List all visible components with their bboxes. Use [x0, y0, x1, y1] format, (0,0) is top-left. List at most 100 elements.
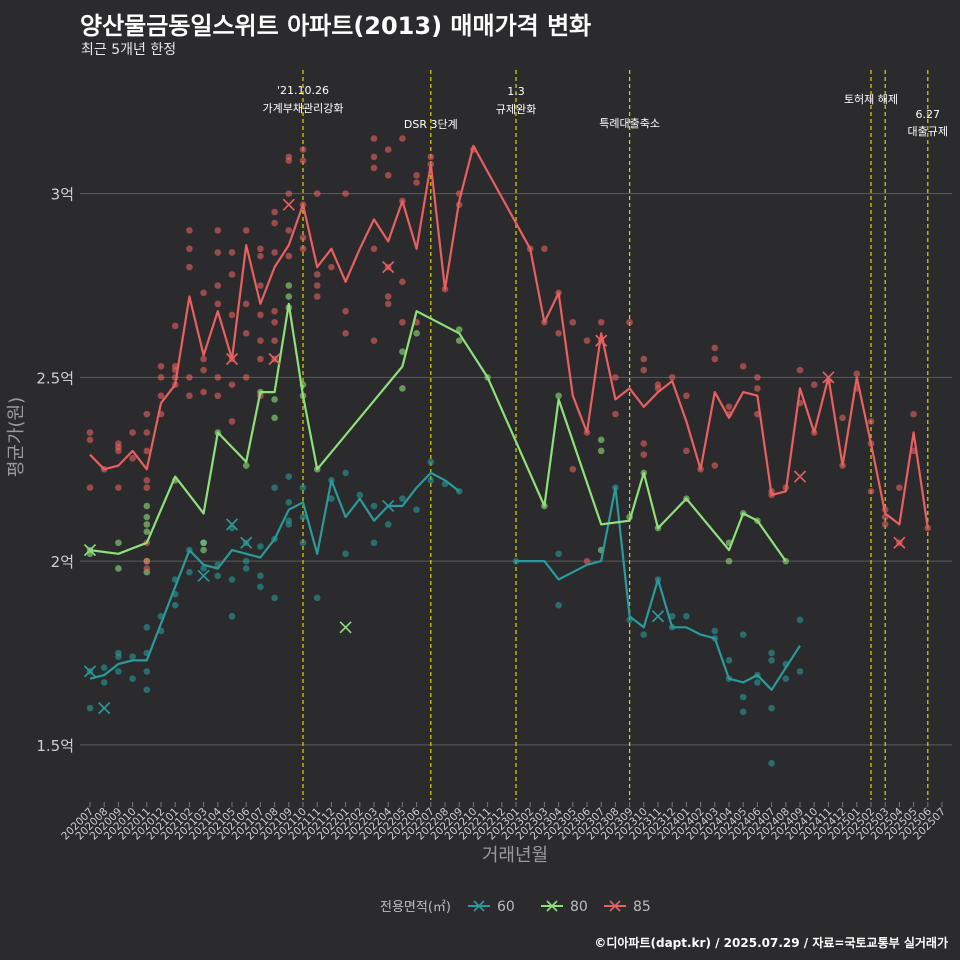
- data-point-60: [100, 679, 108, 686]
- data-point-60: [143, 668, 151, 675]
- data-point-85: [597, 318, 605, 326]
- data-point-85: [626, 318, 633, 326]
- cancel-marker-80: [339, 621, 352, 634]
- data-point-85: [569, 318, 577, 326]
- legend-key-marker: [473, 900, 485, 912]
- y-axis: 1.5억 2억 2.5억 3억: [36, 186, 74, 755]
- data-point-80: [725, 557, 733, 565]
- data-point-85: [115, 440, 122, 447]
- chart-title: 양산물금동일스위트 아파트(2013) 매매가격 변화: [80, 12, 592, 40]
- data-point-85: [754, 385, 761, 392]
- data-point-80: [413, 329, 420, 337]
- data-point-85: [186, 227, 193, 234]
- legend-label: 60: [497, 899, 515, 915]
- data-point-85: [143, 557, 151, 565]
- data-point-85: [399, 278, 406, 286]
- data-point-60: [285, 517, 293, 524]
- data-point-85: [257, 311, 264, 319]
- data-point-80: [143, 521, 151, 528]
- data-point-60: [285, 499, 293, 506]
- data-point-85: [228, 418, 236, 425]
- data-point-80: [271, 396, 278, 403]
- data-point-85: [640, 440, 648, 447]
- data-point-85: [370, 164, 378, 172]
- data-point-80: [399, 348, 406, 355]
- data-point-85: [200, 289, 207, 297]
- data-point-60: [384, 521, 392, 528]
- x-axis: 2020072020082020092020102020112020122021…: [59, 802, 948, 842]
- data-point-85: [370, 337, 378, 344]
- annotation-text: 6.27: [916, 108, 941, 121]
- data-point-60: [356, 491, 364, 499]
- data-point-85: [214, 249, 222, 256]
- data-point-85: [228, 271, 236, 278]
- chart-subtitle: 최근 5개년 한정: [81, 42, 177, 58]
- cancel-marker-85: [595, 334, 608, 347]
- data-point-60: [200, 565, 207, 572]
- data-point-60: [768, 649, 775, 657]
- legend-label: 80: [570, 899, 588, 915]
- data-point-85: [200, 355, 207, 363]
- data-point-85: [370, 245, 378, 253]
- policy-lines: [302, 70, 929, 800]
- cancel-marker-85: [282, 198, 295, 211]
- data-point-60: [299, 513, 307, 521]
- legend-title: 전용면적(㎡): [380, 900, 451, 915]
- data-point-80: [455, 337, 463, 344]
- data-point-85: [271, 318, 278, 326]
- cancelled-markers: [83, 198, 906, 715]
- data-point-60: [242, 565, 250, 572]
- data-point-80: [285, 282, 293, 289]
- data-point-60: [739, 631, 747, 638]
- data-point-60: [413, 506, 420, 513]
- data-point-85: [683, 392, 690, 400]
- data-point-80: [200, 539, 207, 547]
- cancel-marker-60: [83, 665, 97, 678]
- data-point-60: [228, 612, 236, 620]
- data-point-85: [583, 337, 591, 344]
- data-point-60: [768, 759, 775, 767]
- data-point-85: [271, 249, 278, 256]
- data-point-85: [186, 392, 193, 400]
- data-point-85: [271, 307, 278, 315]
- y-tick-label: 3억: [51, 186, 74, 204]
- data-point-85: [640, 366, 648, 374]
- data-point-60: [370, 502, 378, 510]
- data-point-80: [271, 414, 278, 422]
- data-point-60: [86, 704, 94, 712]
- series-line-60: [516, 486, 801, 691]
- cancel-marker-85: [822, 371, 835, 384]
- data-point-85: [370, 153, 378, 161]
- data-point-85: [640, 451, 648, 458]
- data-point-60: [739, 708, 747, 716]
- data-point-60: [739, 693, 747, 701]
- data-point-85: [86, 436, 94, 444]
- data-point-85: [725, 403, 733, 411]
- legend-key-marker: [546, 900, 558, 912]
- data-point-85: [555, 329, 562, 337]
- data-point-85: [342, 307, 349, 315]
- data-point-80: [285, 293, 293, 300]
- data-point-85: [143, 565, 151, 572]
- data-point-85: [384, 171, 392, 179]
- annotation-text: 가계부채관리강화: [263, 102, 344, 115]
- series-lines: [89, 144, 929, 691]
- x-axis-label: 거래년월: [482, 845, 548, 866]
- data-point-85: [285, 252, 293, 260]
- data-point-60: [242, 557, 250, 565]
- data-point-85: [186, 263, 193, 271]
- data-point-85: [313, 271, 321, 278]
- data-point-85: [228, 249, 236, 256]
- data-point-85: [711, 344, 719, 352]
- data-point-85: [271, 208, 278, 216]
- annotation-text: '21.10.26: [277, 84, 329, 97]
- cancel-marker-85: [268, 352, 281, 366]
- data-point-60: [427, 476, 435, 484]
- cancel-marker-60: [240, 536, 253, 549]
- y-tick-label: 2억: [51, 553, 74, 571]
- data-point-85: [384, 146, 392, 153]
- data-point-85: [257, 337, 264, 344]
- data-point-60: [186, 568, 193, 576]
- cancel-marker-85: [893, 536, 906, 549]
